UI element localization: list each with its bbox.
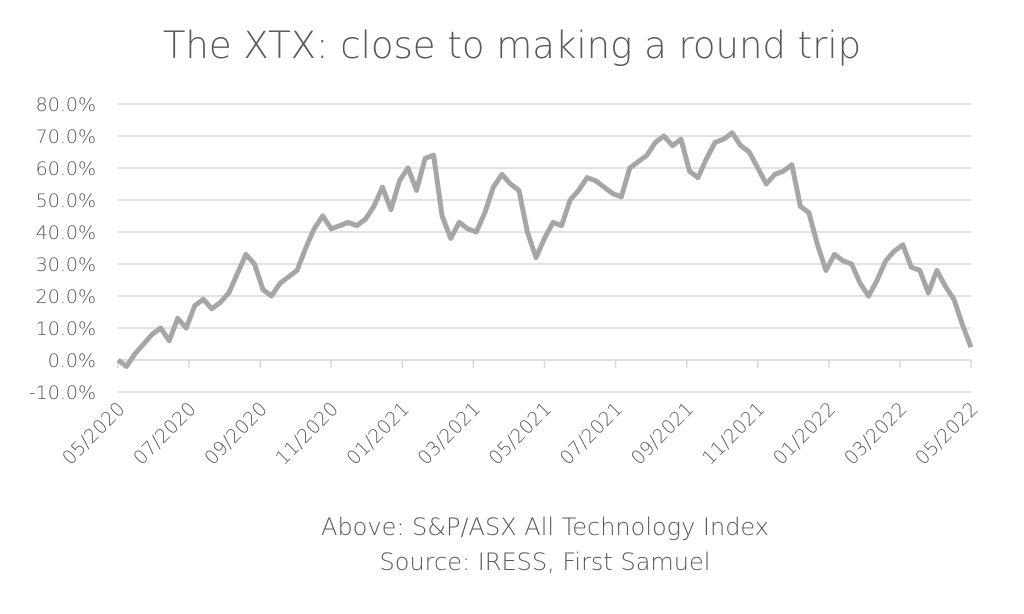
caption: Source: IRESS, First Samuel (380, 548, 711, 576)
y-tick-label: 30.0% (36, 254, 96, 276)
y-tick-label: 20.0% (36, 286, 96, 308)
x-tick-label: 09/2021 (627, 398, 698, 469)
x-tick-label: 01/2021 (342, 398, 413, 469)
x-tick-label: 01/2022 (769, 398, 840, 469)
x-tick-label: 03/2022 (840, 398, 911, 469)
x-tick-label: 07/2021 (556, 398, 627, 469)
y-tick-label: 70.0% (36, 126, 96, 148)
x-tick-label: 07/2020 (129, 398, 200, 469)
line (116, 130, 974, 369)
y-tick-label: -10.0% (29, 382, 96, 404)
y-tick-label: 80.0% (36, 94, 96, 116)
x-tick-label: 09/2020 (200, 398, 271, 469)
x-tick-label: 05/2020 (58, 398, 129, 469)
x-tick-label: 05/2022 (911, 398, 982, 469)
x-tick-label: 03/2021 (414, 398, 485, 469)
y-tick-label: 60.0% (36, 158, 96, 180)
chart-title: The XTX: close to making a round trip (163, 24, 861, 67)
caption: Above: S&P/ASX All Technology Index (321, 513, 769, 541)
x-tick-label: 05/2021 (485, 398, 556, 469)
y-tick-label: 10.0% (36, 318, 96, 340)
x-tick-label: 11/2021 (698, 398, 769, 469)
y-tick-label: 50.0% (36, 190, 96, 212)
x-tick-label: 11/2020 (271, 398, 342, 469)
y-tick-label: 0.0% (48, 350, 96, 372)
y-tick-label: 40.0% (36, 222, 96, 244)
